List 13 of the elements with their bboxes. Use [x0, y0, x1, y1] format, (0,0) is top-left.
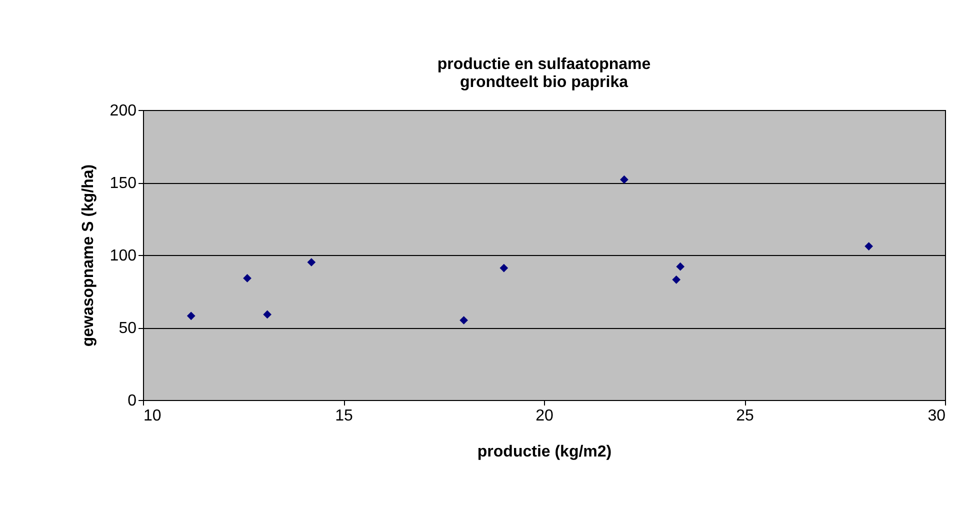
chart-title: productie en sulfaatopname grondteelt bio paprika	[437, 56, 651, 91]
y-tick-label: 100	[110, 248, 137, 264]
x-tick-label: 20	[536, 408, 554, 424]
x-tick-label: 15	[335, 408, 353, 424]
x-axis-title: productie (kg/m2)	[477, 444, 612, 460]
y-tick-label: 50	[118, 320, 137, 337]
x-tick-label: 10	[144, 408, 162, 424]
y-axis-title: gewasopname S (kg/ha)	[80, 164, 97, 347]
y-tick-label: 200	[110, 102, 137, 120]
y-tick-label: 0	[128, 392, 137, 410]
y-tick-label: 150	[110, 175, 137, 192]
x-tick-label: 25	[736, 408, 754, 424]
x-tick-label: 30	[928, 408, 946, 424]
